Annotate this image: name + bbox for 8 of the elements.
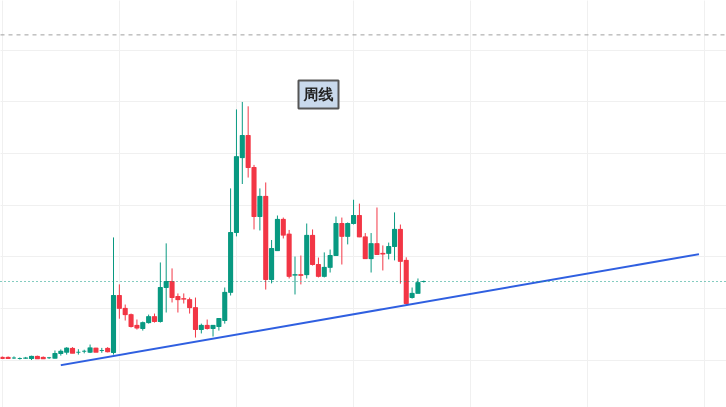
candlestick <box>257 188 262 231</box>
candlestick <box>368 232 374 274</box>
candlestick <box>298 254 304 285</box>
candlestick <box>152 313 158 324</box>
annotation: 周线 <box>302 86 334 104</box>
candlestick <box>198 323 204 334</box>
candlestick <box>339 217 344 266</box>
candlestick <box>204 318 210 330</box>
